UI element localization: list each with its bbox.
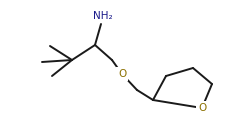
Text: NH₂: NH₂ xyxy=(93,11,113,21)
Text: O: O xyxy=(118,69,126,79)
Text: O: O xyxy=(198,103,206,113)
